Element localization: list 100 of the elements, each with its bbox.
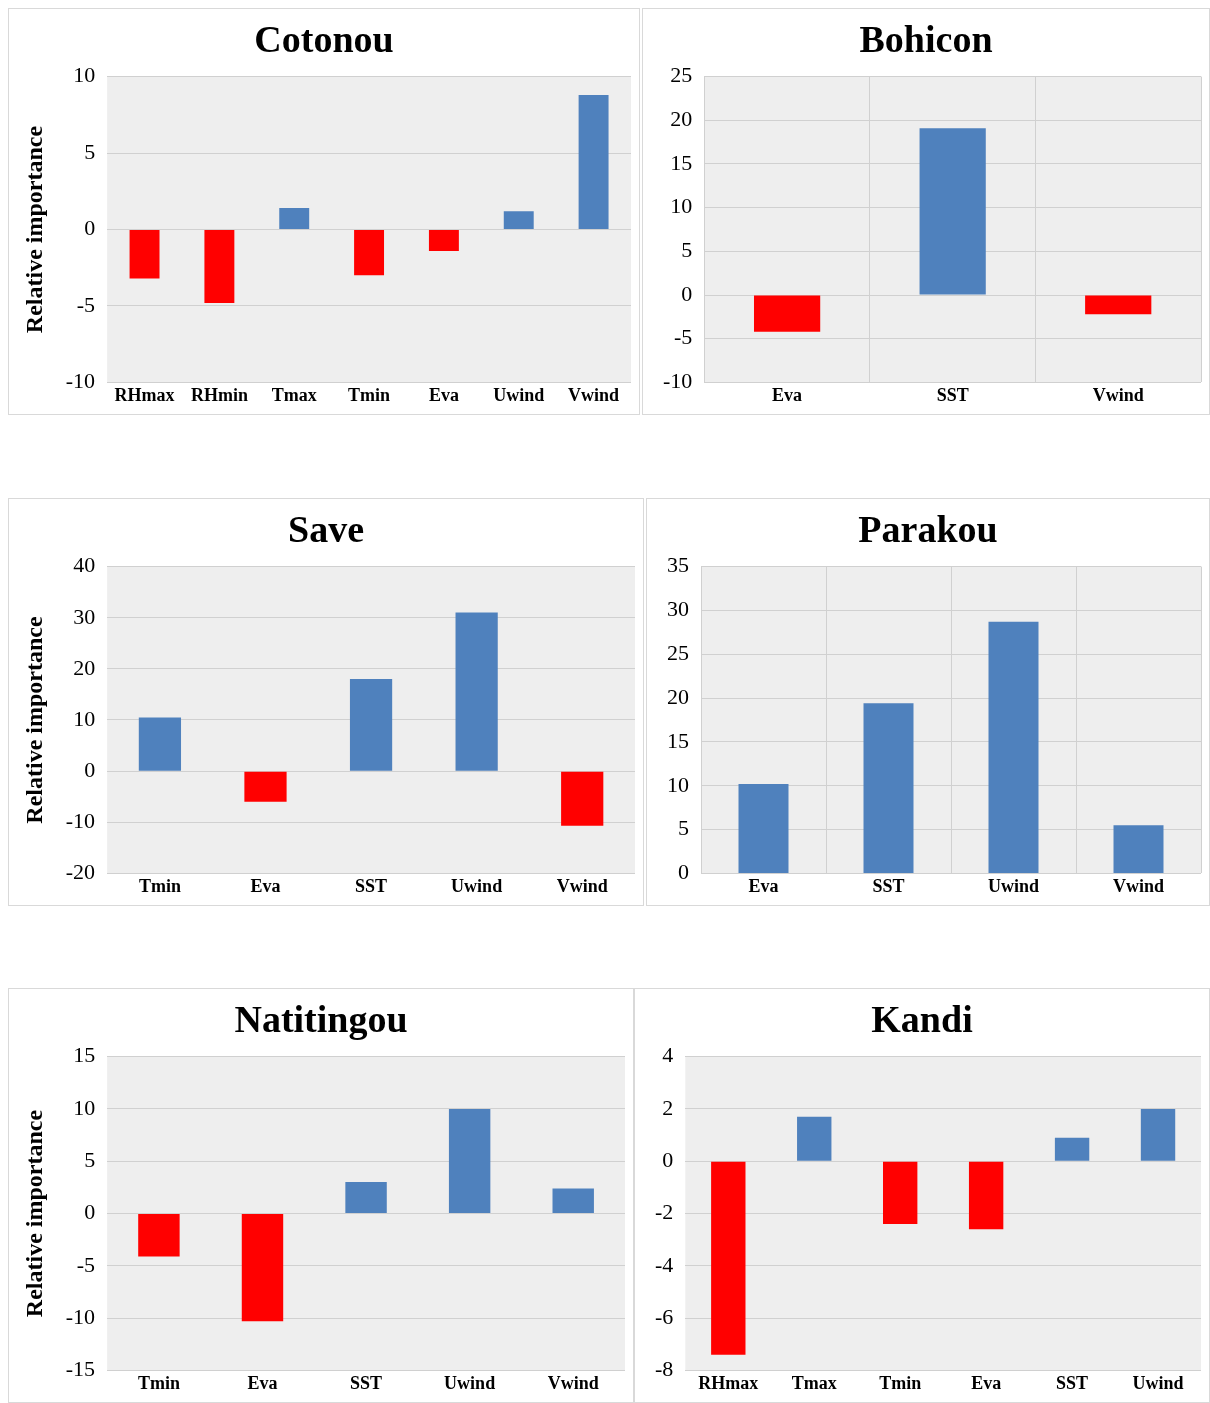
x-tick-label: Eva <box>971 1372 1002 1393</box>
chart-title: Natitingou <box>234 997 408 1040</box>
bar <box>552 1188 594 1213</box>
x-tick-label: Vwind <box>556 875 608 896</box>
x-tick-label: SST <box>936 384 969 405</box>
y-tick-label: -5 <box>674 324 693 350</box>
y-tick-label: 10 <box>667 771 689 797</box>
y-tick-label: 0 <box>84 1199 96 1225</box>
x-tick-label: RHmin <box>190 384 248 405</box>
x-tick-label: RHmax <box>698 1372 759 1393</box>
bar <box>448 1108 491 1213</box>
y-tick-label: -5 <box>76 291 96 317</box>
y-tick-label: 5 <box>678 815 689 841</box>
y-tick-label: -15 <box>65 1356 96 1382</box>
bar <box>1054 1137 1090 1161</box>
y-tick-label: 10 <box>73 62 96 88</box>
bar <box>129 230 160 279</box>
y-tick-label: 40 <box>73 552 96 578</box>
y-tick-label: 25 <box>670 62 693 88</box>
x-tick-label: Tmax <box>791 1372 837 1393</box>
x-tick-label: Eva <box>428 384 459 405</box>
x-tick-label: Uwind <box>493 384 545 405</box>
x-tick-label: Uwind <box>451 875 503 896</box>
y-tick-label: 0 <box>84 756 96 782</box>
y-tick-label: -5 <box>76 1251 96 1277</box>
y-tick-label: -10 <box>663 368 693 394</box>
bar <box>204 230 235 303</box>
y-tick-label: 35 <box>667 552 689 578</box>
y-tick-label: 15 <box>670 149 693 175</box>
x-tick-label: Tmin <box>879 1372 922 1393</box>
bar <box>354 230 385 276</box>
y-tick-label: 25 <box>667 640 689 666</box>
x-tick-label: Uwind <box>1132 1372 1184 1393</box>
x-tick-label: Eva <box>772 384 803 405</box>
x-tick-label: SST <box>355 875 388 896</box>
y-tick-label: 4 <box>662 1042 674 1068</box>
y-tick-label: 10 <box>73 1094 96 1120</box>
y-tick-label: 20 <box>667 683 689 709</box>
chart-title: Bohicon <box>859 17 993 60</box>
bar <box>138 1214 180 1257</box>
y-tick-label: 0 <box>662 1146 674 1172</box>
x-tick-label: Vwind <box>547 1372 599 1393</box>
y-tick-label: 10 <box>73 705 96 731</box>
bar <box>1113 825 1164 873</box>
bar <box>345 1182 387 1213</box>
y-tick-label: 30 <box>667 596 689 622</box>
chart-title: Save <box>288 507 364 550</box>
bar <box>279 208 310 229</box>
bar <box>863 703 914 873</box>
x-tick-label: Uwind <box>987 875 1040 896</box>
x-tick-label: Eva <box>250 875 281 896</box>
bar <box>241 1214 284 1322</box>
x-tick-label: Tmax <box>271 384 317 405</box>
y-tick-label: -2 <box>655 1199 674 1225</box>
y-axis-title: Relative importance <box>20 1109 47 1318</box>
y-tick-label: 15 <box>73 1042 96 1068</box>
bar <box>561 771 604 826</box>
bar <box>797 1116 832 1161</box>
x-tick-label: SST <box>872 875 905 896</box>
y-tick-label: -10 <box>65 368 96 394</box>
y-tick-label: -10 <box>65 808 96 834</box>
y-tick-label: -20 <box>65 859 96 885</box>
bar <box>968 1161 1004 1230</box>
y-tick-label: 5 <box>84 1146 96 1172</box>
bar <box>988 621 1039 873</box>
y-axis-title: Relative importance <box>20 616 47 824</box>
bar <box>503 211 534 229</box>
bar <box>883 1161 918 1224</box>
x-tick-label: Vwind <box>1112 875 1165 896</box>
x-tick-label: SST <box>1056 1372 1089 1393</box>
y-tick-label: 10 <box>670 193 693 219</box>
y-tick-label: -4 <box>655 1251 674 1277</box>
x-tick-label: Tmin <box>137 1372 180 1393</box>
y-axis-title: Relative importance <box>20 125 47 334</box>
x-tick-label: Vwind <box>1092 384 1144 405</box>
y-tick-label: -8 <box>655 1356 674 1382</box>
y-tick-label: 15 <box>667 727 689 753</box>
y-tick-label: 0 <box>84 215 96 241</box>
y-tick-label: 20 <box>670 106 693 132</box>
bar <box>738 783 789 873</box>
bar <box>455 612 498 771</box>
x-tick-label: Tmin <box>138 875 181 896</box>
bar <box>138 717 182 771</box>
bar <box>349 679 393 771</box>
x-tick-label: Eva <box>247 1372 278 1393</box>
bar <box>1140 1108 1176 1161</box>
chart-title: Cotonou <box>254 17 394 60</box>
x-tick-label: Eva <box>748 875 779 896</box>
bar <box>428 230 459 251</box>
y-tick-label: 0 <box>678 859 689 885</box>
chart-title: Kandi <box>871 997 973 1040</box>
bar <box>244 771 287 802</box>
x-tick-label: Tmin <box>348 384 391 405</box>
y-tick-label: 20 <box>73 654 96 680</box>
x-tick-label: RHmax <box>114 384 175 405</box>
x-tick-label: Vwind <box>568 384 620 405</box>
chart-title: Parakou <box>858 507 998 550</box>
x-tick-label: SST <box>350 1372 383 1393</box>
y-tick-label: -6 <box>655 1303 674 1329</box>
bar <box>578 94 609 229</box>
